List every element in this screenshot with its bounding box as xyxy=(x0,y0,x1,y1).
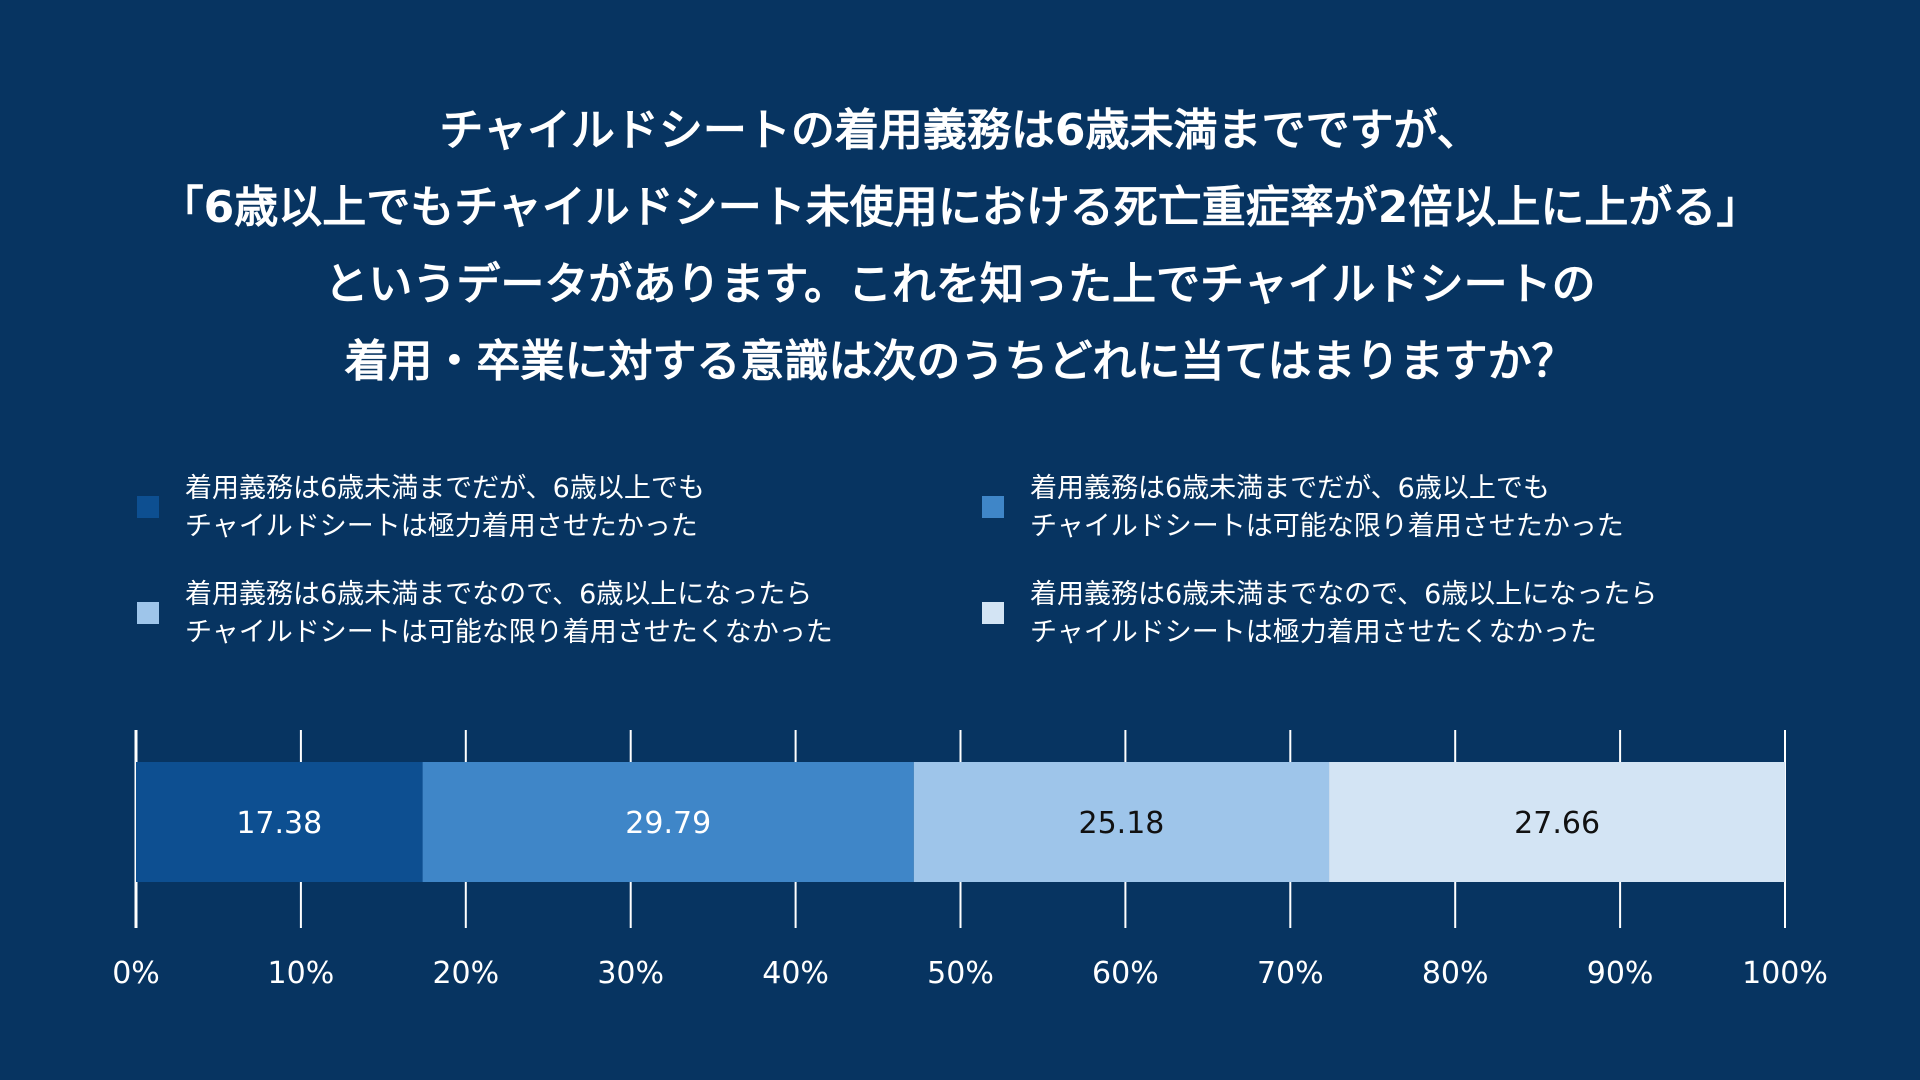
title-line: 着用・卒業に対する意識は次のうちどれに当てはまりますか？ xyxy=(344,336,1576,387)
data-label: 27.66 xyxy=(1514,806,1600,841)
legend-label-line: 着用義務は6歳未満までだが、6歳以上でも xyxy=(1030,473,1550,504)
x-tick-label: 40% xyxy=(762,956,829,991)
legend-label-4: 着用義務は6歳未満までなので、6歳以上になったら チャイルドシートは極力着用させ… xyxy=(1030,576,1657,652)
legend-label-line: チャイルドシートは可能な限り着用させたかった xyxy=(1030,511,1624,542)
legend-label-line: 着用義務は6歳未満までだが、6歳以上でも xyxy=(185,473,705,504)
data-label: 25.18 xyxy=(1078,806,1164,841)
x-tick-label: 70% xyxy=(1257,956,1324,991)
legend-label-3: 着用義務は6歳未満までなので、6歳以上になったら チャイルドシートは可能な限り着… xyxy=(185,576,833,652)
data-label: 17.38 xyxy=(236,806,322,841)
x-tick-label: 60% xyxy=(1092,956,1159,991)
legend-item-1: 着用義務は6歳未満までだが、6歳以上でも チャイルドシートは極力着用させたかった xyxy=(137,470,917,550)
title-line: 「6歳以上でもチャイルドシート未使用における死亡重症率が2倍以上に上がる」 xyxy=(159,182,1761,233)
x-tick-label: 20% xyxy=(432,956,499,991)
x-tick-label: 10% xyxy=(268,956,335,991)
title-line: というデータがあります。これを知った上でチャイルドシートの xyxy=(324,259,1596,310)
legend-swatch-2 xyxy=(982,496,1004,518)
x-tick-label: 30% xyxy=(597,956,664,991)
x-tick-label: 0% xyxy=(112,956,160,991)
legend-item-2: 着用義務は6歳未満までだが、6歳以上でも チャイルドシートは可能な限り着用させた… xyxy=(982,470,1762,550)
legend-label-line: 着用義務は6歳未満までなので、6歳以上になったら xyxy=(1030,579,1658,610)
x-tick-label: 90% xyxy=(1587,956,1654,991)
legend-swatch-1 xyxy=(137,496,159,518)
bar-segment xyxy=(1329,762,1786,882)
legend-label-line: 着用義務は6歳未満までなので、6歳以上になったら xyxy=(185,579,813,610)
legend-label-2: 着用義務は6歳未満までだが、6歳以上でも チャイルドシートは可能な限り着用させた… xyxy=(1030,470,1624,546)
legend-label-line: チャイルドシートは可能な限り着用させたくなかった xyxy=(185,617,833,648)
x-tick-label: 80% xyxy=(1422,956,1489,991)
legend-item-3: 着用義務は6歳未満までなので、6歳以上になったら チャイルドシートは可能な限り着… xyxy=(137,576,917,656)
x-tick-label: 100% xyxy=(1742,956,1828,991)
legend-label-line: チャイルドシートは極力着用させたくなかった xyxy=(1030,617,1597,648)
legend-label-line: チャイルドシートは極力着用させたかった xyxy=(185,511,698,542)
bar-segment xyxy=(422,762,914,882)
title-line: チャイルドシートの着用義務は6歳未満までですが、 xyxy=(439,105,1481,156)
legend-label-1: 着用義務は6歳未満までだが、6歳以上でも チャイルドシートは極力着用させたかった xyxy=(185,470,705,546)
bar-segment xyxy=(913,762,1330,882)
bar-segment xyxy=(136,762,423,882)
chart-title: チャイルドシートの着用義務は6歳未満までですが、 「6歳以上でもチャイルドシート… xyxy=(0,92,1920,400)
legend-swatch-3 xyxy=(137,602,159,624)
x-tick-label: 50% xyxy=(927,956,994,991)
data-label: 29.79 xyxy=(625,806,711,841)
legend-item-4: 着用義務は6歳未満までなので、6歳以上になったら チャイルドシートは極力着用させ… xyxy=(982,576,1762,656)
legend-swatch-4 xyxy=(982,602,1004,624)
